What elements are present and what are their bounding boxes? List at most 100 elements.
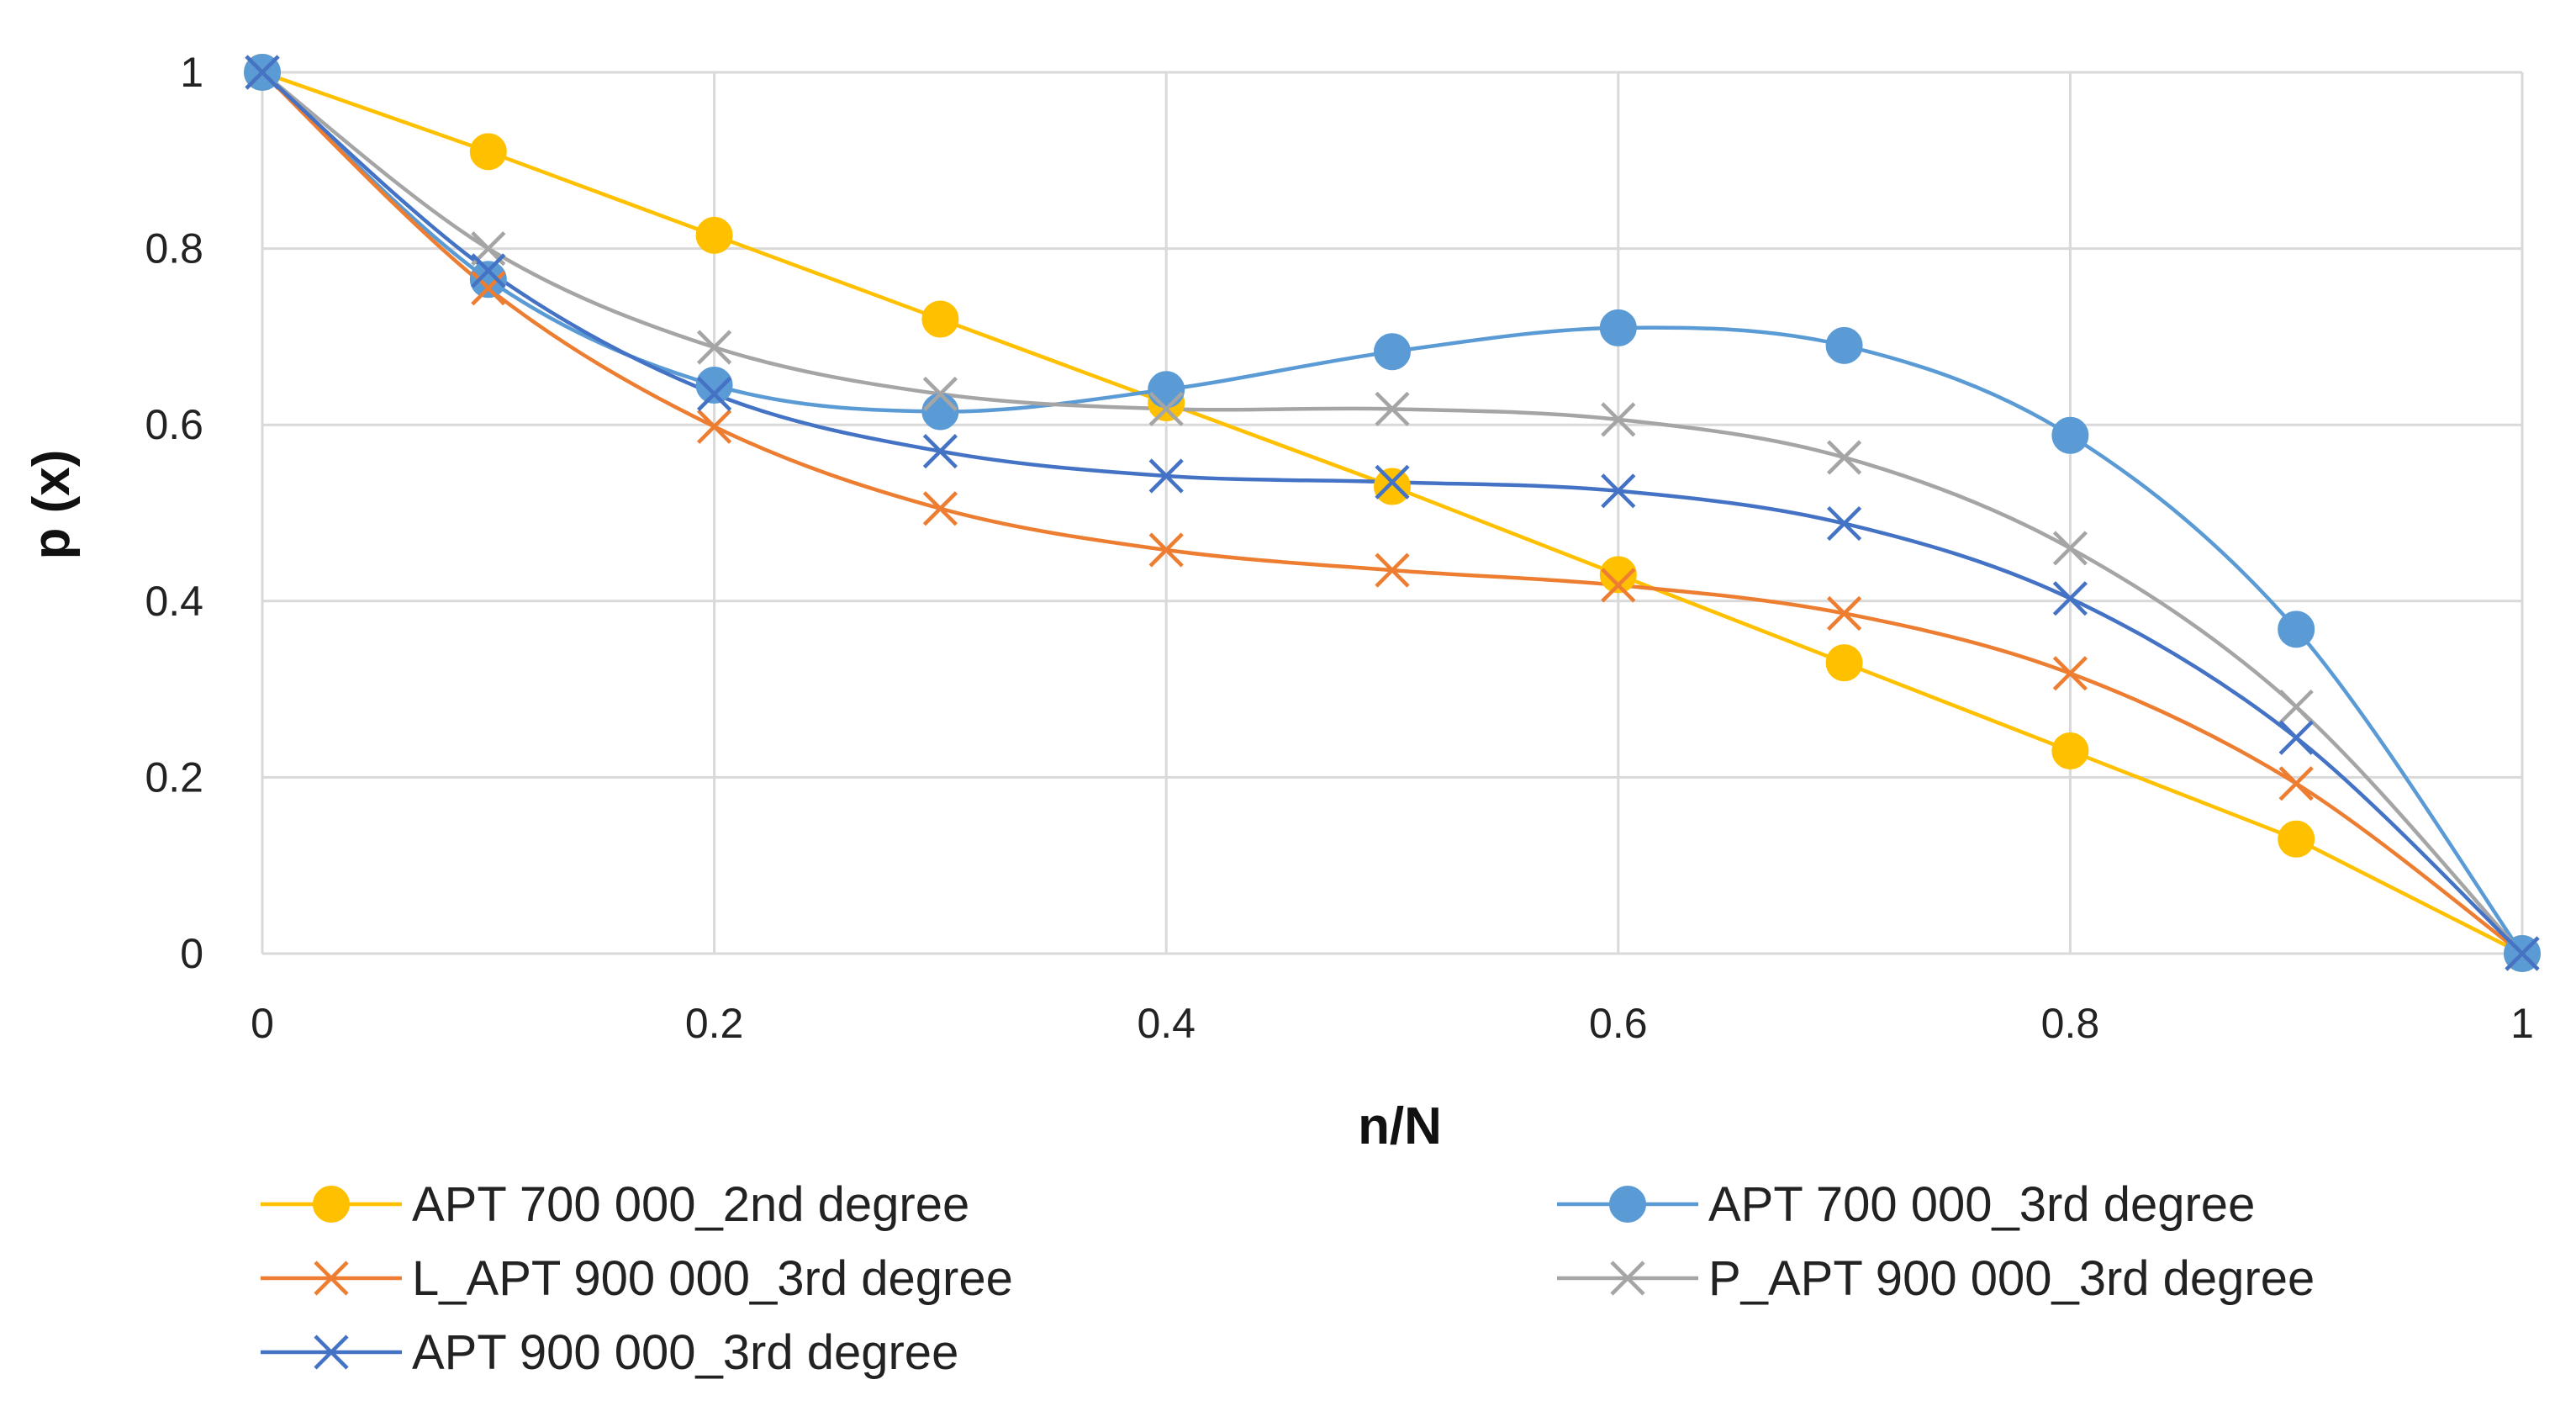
- marker-stroke: [922, 491, 958, 526]
- data-point-apt-900-000-3rd-degree: [922, 434, 958, 469]
- marker-stroke: [1375, 464, 1410, 500]
- legend-swatch-marker: [314, 1335, 349, 1370]
- marker-stroke: [2052, 656, 2088, 691]
- data-point-p-apt-900-000-3rd-degree: [2278, 689, 2314, 725]
- x-tick-label: 0.4: [1137, 1000, 1196, 1047]
- y-tick-label: 0: [180, 930, 203, 977]
- y-tick-label: 1: [180, 49, 203, 96]
- y-tick-label: 0.8: [145, 225, 203, 272]
- data-point-apt-700-000-3rd-degree: [1825, 326, 1863, 364]
- marker-stroke: [314, 1261, 349, 1296]
- data-point-apt-700-000-2nd-degree: [2051, 732, 2089, 769]
- y-tick-label: 0.2: [145, 753, 203, 801]
- y-tick-label: 0.4: [145, 578, 203, 625]
- data-point-l-apt-900-000-3rd-degree: [1375, 552, 1410, 588]
- data-point-apt-900-000-3rd-degree: [1827, 505, 1862, 542]
- y-axis-title: p (x): [23, 450, 81, 560]
- data-point-l-apt-900-000-3rd-degree: [1827, 595, 1862, 632]
- marker-stroke: [1601, 568, 1636, 603]
- legend-item-apt-700-000-3rd-degree: APT 700 000_3rd degree: [1557, 1177, 2255, 1232]
- data-point-apt-900-000-3rd-degree: [1375, 464, 1410, 500]
- series-line-p-apt-900-000-3rd-degree: [261, 71, 2524, 955]
- tick-labels: 0 0.2 0.4 0.6 0.8 1 0 0.2 0.4 0.6 0.8 1: [145, 49, 2533, 1047]
- data-point-l-apt-900-000-3rd-degree: [1601, 568, 1636, 603]
- marker-stroke: [1148, 532, 1184, 568]
- marker-stroke: [2505, 936, 2540, 971]
- marker-stroke: [1610, 1261, 1645, 1296]
- marker-stroke: [1827, 595, 1862, 632]
- legend-swatch-marker: [314, 1261, 349, 1296]
- data-point-l-apt-900-000-3rd-degree: [697, 409, 732, 444]
- data-point-apt-700-000-2nd-degree: [695, 216, 733, 254]
- legend-label: APT 700 000_2nd degree: [412, 1177, 969, 1232]
- data-point-apt-700-000-3rd-degree: [1148, 371, 1185, 409]
- legend-label: L_APT 900 000_3rd degree: [412, 1251, 1013, 1306]
- data-point-p-apt-900-000-3rd-degree: [1375, 391, 1410, 426]
- data-point-apt-700-000-3rd-degree: [469, 261, 507, 299]
- data-point-apt-700-000-2nd-degree: [1825, 644, 1863, 682]
- data-point-apt-900-000-3rd-degree: [471, 253, 506, 288]
- marker-stroke: [922, 434, 958, 469]
- data-point-apt-700-000-3rd-degree: [1599, 309, 1637, 346]
- data-point-l-apt-900-000-3rd-degree: [922, 491, 958, 526]
- data-point-l-apt-900-000-3rd-degree: [2052, 656, 2088, 691]
- marker-stroke: [2278, 720, 2314, 755]
- marker-stroke: [1827, 505, 1862, 542]
- marker-stroke: [245, 55, 280, 90]
- legend-item-apt-900-000-3rd-degree: APT 900 000_3rd degree: [261, 1325, 958, 1380]
- marker-stroke: [471, 253, 506, 288]
- marker-stroke: [697, 409, 732, 444]
- data-point-apt-700-000-2nd-degree: [921, 300, 959, 338]
- legend-swatch-marker: [1609, 1186, 1646, 1223]
- data-point-p-apt-900-000-3rd-degree: [1148, 391, 1184, 426]
- data-point-l-apt-900-000-3rd-degree: [1148, 532, 1184, 568]
- x-tick-label: 1: [2510, 1000, 2534, 1047]
- data-point-apt-900-000-3rd-degree: [697, 376, 732, 412]
- legend-item-p-apt-900-000-3rd-degree: P_APT 900 000_3rd degree: [1557, 1251, 2315, 1306]
- data-point-apt-700-000-3rd-degree: [921, 393, 959, 431]
- data-point-p-apt-900-000-3rd-degree: [2052, 531, 2088, 566]
- data-point-apt-700-000-2nd-degree: [2278, 820, 2315, 858]
- data-point-l-apt-900-000-3rd-degree: [2278, 766, 2314, 801]
- marker-stroke: [1375, 391, 1410, 426]
- data-point-apt-700-000-3rd-degree: [2278, 610, 2315, 648]
- legend-item-apt-700-000-2nd-degree: APT 700 000_2nd degree: [261, 1177, 969, 1232]
- marker-stroke: [1148, 458, 1184, 494]
- legend-label: APT 700 000_3rd degree: [1708, 1177, 2255, 1232]
- data-point-apt-700-000-3rd-degree: [695, 367, 733, 404]
- x-tick-label: 0: [251, 1000, 274, 1047]
- marker-stroke: [2278, 689, 2314, 725]
- data-point-apt-900-000-3rd-degree: [245, 55, 280, 90]
- data-point-p-apt-900-000-3rd-degree: [922, 376, 958, 412]
- data-point-p-apt-900-000-3rd-degree: [1601, 402, 1636, 437]
- x-tick-label: 0.2: [685, 1000, 744, 1047]
- legend-label: P_APT 900 000_3rd degree: [1708, 1251, 2315, 1306]
- marker-stroke: [2052, 531, 2088, 566]
- marker-stroke: [1148, 391, 1184, 426]
- marker-stroke: [471, 271, 506, 306]
- grid: [261, 71, 2524, 955]
- marker-stroke: [2278, 766, 2314, 801]
- marker-stroke: [2052, 581, 2088, 616]
- marker-stroke: [1375, 552, 1410, 588]
- data-point-apt-900-000-3rd-degree: [2505, 936, 2540, 971]
- legend-swatch-marker: [1610, 1261, 1645, 1296]
- legend-item-l-apt-900-000-3rd-degree: L_APT 900 000_3rd degree: [261, 1251, 1013, 1306]
- data-point-p-apt-900-000-3rd-degree: [1827, 440, 1862, 475]
- marker-stroke: [922, 376, 958, 412]
- x-tick-label: 0.8: [2041, 1000, 2100, 1047]
- data-point-apt-900-000-3rd-degree: [1148, 458, 1184, 494]
- data-point-apt-700-000-3rd-degree: [1374, 333, 1411, 371]
- marker-stroke: [1827, 440, 1862, 475]
- x-tick-label: 0.6: [1589, 1000, 1648, 1047]
- marker-stroke: [697, 330, 732, 365]
- data-point-apt-900-000-3rd-degree: [2278, 720, 2314, 755]
- marker-stroke: [1601, 402, 1636, 437]
- marker-stroke: [697, 376, 732, 412]
- data-point-apt-700-000-2nd-degree: [469, 133, 507, 171]
- data-point-apt-900-000-3rd-degree: [1601, 473, 1636, 509]
- y-tick-label: 0.6: [145, 401, 203, 448]
- x-axis-title: n/N: [1358, 1097, 1442, 1155]
